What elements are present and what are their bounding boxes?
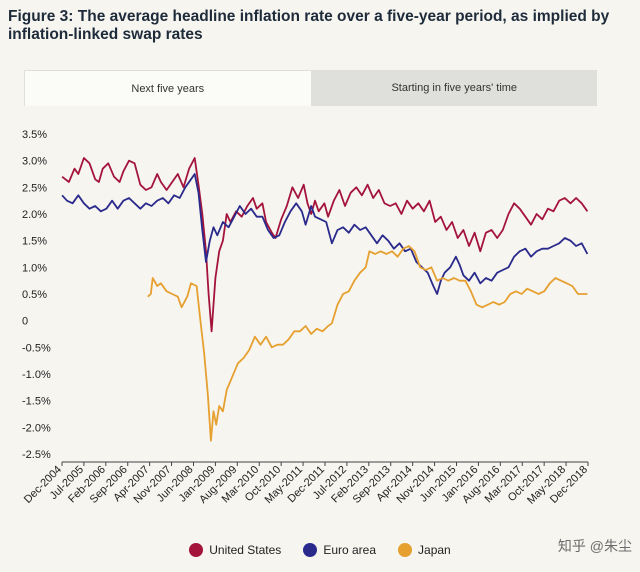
- legend-swatch-japan: [398, 543, 413, 557]
- legend-item-japan[interactable]: Japan: [398, 543, 451, 557]
- line-chart: 3.5% 3.0% 2.5% 2.0% 1.5% 1.0% 0.5% 0 -0.5% -1.0% -…: [22, 129, 590, 507]
- y-tick-label: -2.0%: [22, 422, 51, 434]
- series-line-united-states: [61, 157, 589, 333]
- y-tick-label: 1.0%: [22, 262, 47, 274]
- series-line-euro-area: [61, 173, 589, 295]
- y-tick-label: 0.5%: [22, 289, 47, 301]
- chart-legend: United States Euro area Japan: [0, 538, 640, 562]
- legend-label-euro-area: Euro area: [323, 543, 377, 557]
- y-tick-label: -2.5%: [22, 449, 51, 461]
- tab-next-five-years[interactable]: Next five years: [24, 70, 312, 106]
- y-tick-label: 1.5%: [22, 236, 47, 248]
- legend-swatch-euro-area: [303, 543, 318, 557]
- series-line-japan: [147, 245, 588, 442]
- chart-title: Figure 3: The average headline inflation…: [8, 8, 610, 43]
- legend-item-euro-area[interactable]: Euro area: [303, 543, 376, 557]
- y-tick-label: 3.5%: [22, 129, 47, 141]
- y-tick-label: 3.0%: [22, 156, 47, 168]
- y-tick-label: 0: [22, 316, 28, 328]
- tab-bar: Next five years Starting in five years' …: [24, 70, 597, 106]
- y-tick-label: -1.0%: [22, 369, 51, 381]
- y-tick-label: -0.5%: [22, 342, 51, 354]
- legend-item-united-states[interactable]: United States: [189, 543, 281, 557]
- y-tick-label: 2.0%: [22, 209, 47, 221]
- legend-swatch-united-states: [189, 543, 204, 557]
- tab-starting-in-five-years[interactable]: Starting in five years' time: [311, 70, 597, 106]
- legend-label-united-states: United States: [209, 543, 282, 557]
- watermark: 知乎 @朱尘: [557, 538, 632, 554]
- legend-label-japan: Japan: [418, 543, 451, 557]
- y-tick-label: 2.5%: [22, 182, 47, 194]
- y-tick-label: -1.5%: [22, 396, 51, 408]
